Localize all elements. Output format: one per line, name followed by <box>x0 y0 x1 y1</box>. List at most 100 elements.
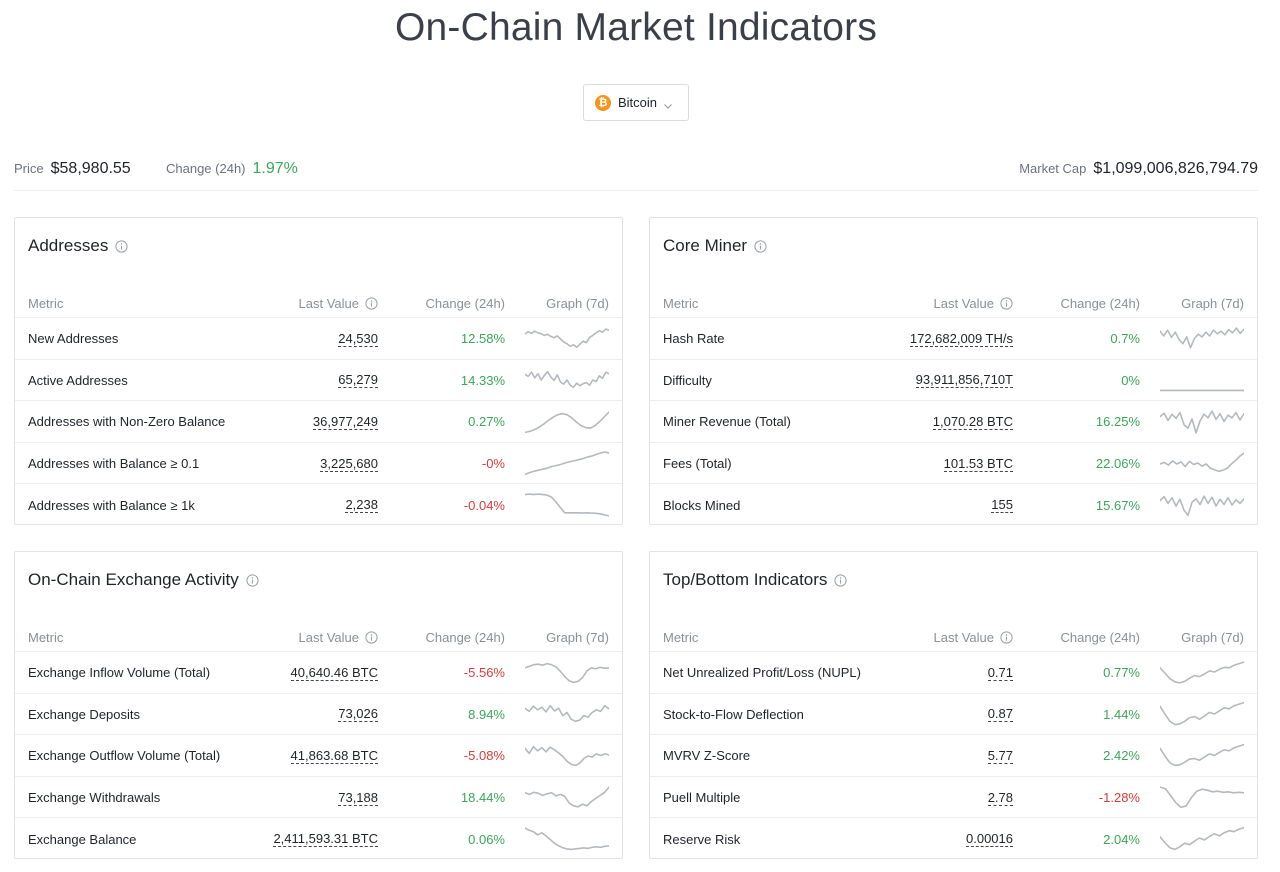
change-24h: 15.67% <box>1095 497 1140 513</box>
metric-name: Exchange Balance <box>28 831 137 847</box>
sparkline-graph <box>525 694 609 736</box>
last-value[interactable]: 2,411,593.31 BTC <box>273 818 378 860</box>
last-value-text: 5.77 <box>987 747 1013 764</box>
change-stat: Change (24h) 1.97% <box>166 160 298 178</box>
market-cap-label: Market Cap <box>1019 161 1087 176</box>
table-row[interactable]: Stock-to-Flow Deflection 0.87 1.44% <box>650 692 1257 736</box>
sparkline-graph <box>525 777 609 819</box>
change-24h: 0.06% <box>468 831 505 847</box>
market-cap-value: $1,099,006,826,794.79 <box>1093 160 1258 177</box>
sparkline-graph <box>525 360 609 402</box>
info-icon[interactable] <box>834 573 848 587</box>
last-value[interactable]: 93,911,856,710T <box>915 360 1013 402</box>
last-value[interactable]: 73,026 <box>338 694 378 736</box>
last-value-text: 0.00016 <box>966 831 1013 848</box>
info-icon[interactable] <box>1000 296 1013 310</box>
table-row[interactable]: Reserve Risk 0.00016 2.04% <box>650 817 1257 859</box>
change-24h: 22.06% <box>1095 456 1140 472</box>
info-icon[interactable] <box>754 239 767 253</box>
table-header: Metric Last Value Change (24h) Graph (7d) <box>15 622 622 652</box>
last-value[interactable]: 5.77 <box>987 735 1013 777</box>
header-change: Change (24h) <box>425 295 506 311</box>
table-row[interactable]: Addresses with Balance ≥ 1k 2,238 -0.04% <box>15 483 622 525</box>
panel-title-text: Addresses <box>28 236 109 255</box>
last-value[interactable]: 65,279 <box>338 360 378 402</box>
info-icon[interactable] <box>1000 630 1013 644</box>
sparkline-graph <box>1160 777 1244 819</box>
last-value[interactable]: 1,070.28 BTC <box>932 401 1013 443</box>
last-value[interactable]: 40,640.46 BTC <box>290 652 378 694</box>
metric-name: Active Addresses <box>28 372 128 388</box>
panel-title-text: Top/Bottom Indicators <box>663 570 828 589</box>
last-value-text: 0.87 <box>987 706 1013 723</box>
last-value-text: 155 <box>991 497 1013 514</box>
table-row[interactable]: Addresses with Balance ≥ 0.1 3,225,680 -0% <box>15 441 622 485</box>
info-icon[interactable] <box>365 296 378 310</box>
last-value[interactable]: 0.71 <box>987 652 1013 694</box>
table-row[interactable]: Net Unrealized Profit/Loss (NUPL) 0.71 0.7… <box>650 651 1257 693</box>
metric-name: Hash Rate <box>663 331 725 347</box>
last-value[interactable]: 2.78 <box>987 777 1013 819</box>
last-value[interactable]: 172,682,009 TH/s <box>909 318 1013 360</box>
last-value-text: 2.78 <box>987 789 1013 806</box>
change-24h: 1.44% <box>1103 706 1140 722</box>
table-row[interactable]: Exchange Inflow Volume (Total) 40,640.46 … <box>15 651 622 693</box>
metric-name: Miner Revenue (Total) <box>663 414 791 430</box>
sparkline-graph <box>525 484 609 526</box>
metric-name: Puell Multiple <box>663 790 741 806</box>
change-24h: -5.08% <box>463 748 505 764</box>
last-value[interactable]: 0.00016 <box>966 818 1013 860</box>
last-value[interactable]: 73,188 <box>338 777 378 819</box>
sparkline-graph <box>1160 694 1244 736</box>
header-graph: Graph (7d) <box>1181 295 1244 311</box>
exchange-activity-panel: On-Chain Exchange Activity Metric Last Val… <box>14 551 623 859</box>
last-value[interactable]: 24,530 <box>338 318 378 360</box>
last-value[interactable]: 41,863.68 BTC <box>290 735 378 777</box>
table-row[interactable]: Active Addresses 65,279 14.33% <box>15 358 622 402</box>
info-icon[interactable] <box>246 573 259 587</box>
table-row[interactable]: Fees (Total) 101.53 BTC 22.06% <box>650 441 1257 485</box>
header-last-value: Last Value <box>934 288 1013 318</box>
table-row[interactable]: Exchange Withdrawals 73,188 18.44% <box>15 775 622 819</box>
last-value[interactable]: 36,977,249 <box>312 401 378 443</box>
change-24h: -1.28% <box>1098 790 1140 806</box>
last-value-text: 73,026 <box>338 706 378 723</box>
change-24h: 8.94% <box>468 706 505 722</box>
sparkline-graph <box>1160 652 1244 694</box>
coin-select-dropdown[interactable]: ₿ Bitcoin <box>583 84 689 121</box>
table-header: Metric Last Value Change (24h) Graph (7d) <box>15 288 622 318</box>
last-value[interactable]: 2,238 <box>345 484 378 526</box>
last-value[interactable]: 155 <box>991 484 1013 526</box>
table-row[interactable]: Addresses with Non-Zero Balance 36,977,24… <box>15 400 622 442</box>
last-value[interactable]: 3,225,680 <box>320 443 378 485</box>
table-row[interactable]: Exchange Balance 2,411,593.31 BTC 0.06% <box>15 817 622 859</box>
metric-name: Exchange Outflow Volume (Total) <box>28 748 221 764</box>
change-24h: -5.56% <box>463 665 505 681</box>
last-value[interactable]: 101.53 BTC <box>943 443 1013 485</box>
last-value[interactable]: 0.87 <box>987 694 1013 736</box>
table-row[interactable]: Exchange Outflow Volume (Total) 41,863.68… <box>15 734 622 776</box>
metric-name: Stock-to-Flow Deflection <box>663 706 804 722</box>
sparkline-graph <box>1160 818 1244 860</box>
info-icon[interactable] <box>365 630 378 644</box>
table-row[interactable]: Exchange Deposits 73,026 8.94% <box>15 692 622 736</box>
sparkline-graph <box>1160 735 1244 777</box>
table-row[interactable]: New Addresses 24,530 12.58% <box>15 317 622 359</box>
header-last-value-text: Last Value <box>933 629 994 645</box>
change-24h: -0% <box>481 456 505 472</box>
price-label: Price <box>14 161 44 176</box>
info-icon[interactable] <box>115 239 128 253</box>
metric-name: Fees (Total) <box>663 456 732 472</box>
table-row[interactable]: Hash Rate 172,682,009 TH/s 0.7% <box>650 317 1257 359</box>
metric-name: Addresses with Balance ≥ 1k <box>28 497 195 513</box>
table-row[interactable]: Difficulty 93,911,856,710T 0% <box>650 358 1257 402</box>
sparkline-graph <box>1160 401 1244 443</box>
sparkline-graph <box>525 318 609 360</box>
table-row[interactable]: Puell Multiple 2.78 -1.28% <box>650 775 1257 819</box>
table-header: Metric Last Value Change (24h) Graph (7d) <box>650 288 1257 318</box>
last-value-text: 36,977,249 <box>312 413 378 430</box>
metric-name: Addresses with Non-Zero Balance <box>28 414 226 430</box>
table-row[interactable]: Blocks Mined 155 15.67% <box>650 483 1257 525</box>
table-row[interactable]: MVRV Z-Score 5.77 2.42% <box>650 734 1257 776</box>
table-row[interactable]: Miner Revenue (Total) 1,070.28 BTC 16.25% <box>650 400 1257 442</box>
